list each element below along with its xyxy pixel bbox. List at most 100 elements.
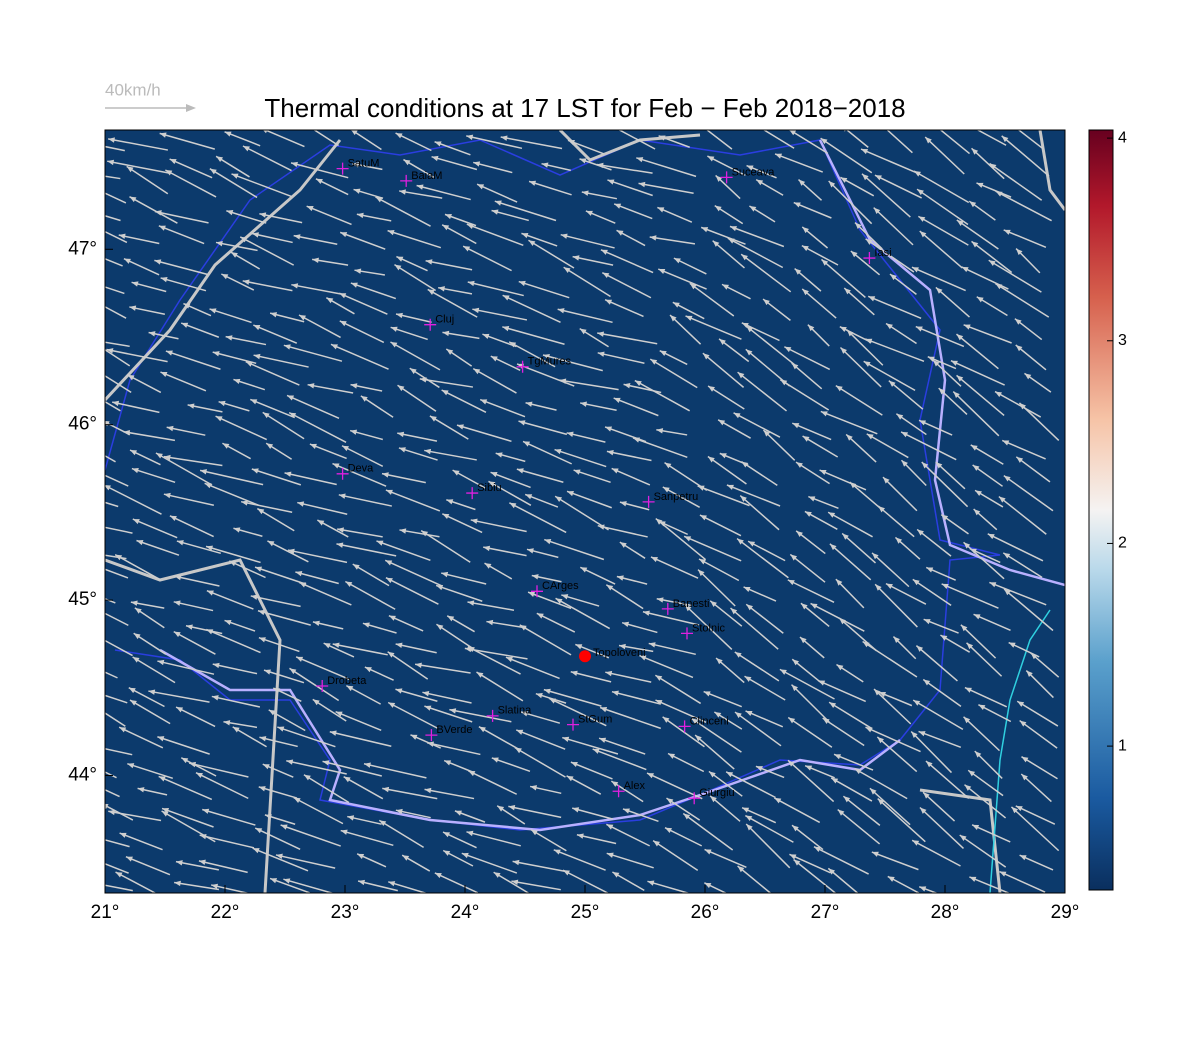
wind-arrowhead — [291, 161, 298, 168]
wind-arrow — [160, 277, 207, 292]
wind-arrow — [105, 230, 128, 244]
wind-arrow — [375, 196, 431, 227]
wind-arrowhead — [712, 240, 720, 247]
wind-arrowhead — [743, 586, 751, 593]
wind-arrowhead — [347, 815, 355, 821]
wind-arrow — [740, 253, 792, 293]
wind-arrowhead — [169, 159, 177, 165]
wind-arrowhead — [935, 462, 943, 469]
wind-arrow — [636, 157, 697, 178]
wind-arrowhead — [704, 882, 712, 889]
wind-arrowhead — [878, 506, 885, 513]
wind-arrowhead — [326, 297, 334, 304]
wind-arrowhead — [699, 515, 707, 521]
wind-arrow — [802, 435, 839, 458]
wind-arrowhead — [742, 807, 750, 813]
wind-arrowhead — [828, 868, 836, 875]
wind-arrow — [508, 341, 556, 368]
wind-arrow — [212, 663, 258, 675]
wind-arrow — [419, 378, 474, 388]
wind-arrow — [209, 308, 252, 324]
wind-arrow — [163, 455, 223, 467]
wind-arrow — [793, 201, 832, 219]
wind-arrow — [939, 130, 971, 155]
wind-arrowhead — [971, 148, 979, 155]
scale-label: 40km/h — [105, 80, 161, 99]
place-label: BVerde — [436, 724, 472, 736]
wind-arrow — [646, 772, 703, 800]
wind-arrow — [548, 697, 607, 727]
wind-arrowhead — [130, 450, 138, 456]
wind-arrowhead — [307, 383, 315, 389]
wind-arrowhead — [672, 302, 680, 308]
wind-arrowhead — [312, 620, 320, 627]
wind-arrowhead — [241, 500, 248, 506]
wind-arrowhead — [78, 218, 85, 223]
wind-arrow — [381, 472, 426, 484]
wind-arrowhead — [226, 210, 234, 216]
wind-arrowhead — [491, 757, 499, 763]
wind-arrowhead — [655, 518, 663, 525]
wind-arrow — [467, 601, 515, 611]
wind-arrowhead — [1021, 756, 1029, 763]
wind-arrowhead — [375, 196, 383, 203]
wind-arrow — [865, 338, 925, 363]
wind-arrow — [730, 607, 779, 650]
wind-arrowhead — [163, 454, 171, 461]
wind-arrowhead — [505, 657, 513, 663]
wind-arrow — [830, 777, 873, 802]
wind-arrowhead — [649, 235, 657, 241]
wind-arrow — [666, 797, 701, 821]
place-marker — [424, 318, 437, 331]
wind-arrow — [789, 553, 826, 583]
wind-arrow — [650, 556, 699, 579]
wind-arrow — [105, 454, 116, 463]
wind-arrow — [553, 849, 606, 871]
wind-arrowhead — [581, 190, 589, 196]
wind-arrow — [158, 775, 213, 801]
wind-arrow — [431, 155, 478, 171]
wind-arrow — [173, 630, 216, 655]
wind-arrowhead — [734, 712, 742, 719]
wind-arrowhead — [639, 655, 647, 661]
wind-arrowhead — [633, 437, 641, 443]
wind-arrow — [873, 207, 914, 246]
wind-arrow — [344, 580, 396, 610]
wind-arrow — [606, 823, 651, 847]
wind-arrowhead — [754, 124, 761, 130]
wind-arrowhead — [821, 259, 829, 266]
wind-arrowhead — [976, 182, 984, 188]
wind-arrowhead — [567, 490, 574, 497]
wind-arrowhead — [86, 209, 93, 214]
wind-arrow — [877, 505, 915, 538]
wind-arrowhead — [155, 452, 163, 459]
wind-arrowhead — [211, 695, 219, 701]
wind-arrowhead — [655, 675, 663, 681]
wind-arrowhead — [861, 173, 869, 181]
wind-arrow — [106, 348, 168, 363]
wind-arrowhead — [185, 624, 193, 630]
wind-arrow — [882, 476, 918, 512]
wind-arrowhead — [199, 833, 207, 840]
wind-arrowhead — [303, 774, 311, 781]
wind-arrowhead — [999, 871, 1007, 877]
wind-arrow — [604, 299, 644, 318]
wind-arrowhead — [689, 283, 697, 290]
wind-arrow — [554, 448, 607, 468]
wind-arrow — [1018, 402, 1060, 442]
wind-arrowhead — [605, 299, 613, 305]
wind-arrowhead — [961, 266, 969, 273]
wind-arrow — [132, 518, 178, 539]
wind-arrow — [707, 455, 747, 485]
wind-arrowhead — [869, 788, 877, 795]
wind-arrow — [387, 701, 438, 729]
wind-arrowhead — [995, 283, 1003, 290]
wind-arrow — [376, 540, 431, 562]
wind-arrow — [441, 224, 477, 245]
wind-arrowhead — [978, 704, 986, 711]
wind-arrowhead — [468, 770, 476, 777]
wind-arrowhead — [763, 299, 770, 306]
wind-arrow — [995, 190, 1052, 222]
wind-arrow — [240, 500, 293, 513]
wind-arrow — [105, 612, 129, 627]
